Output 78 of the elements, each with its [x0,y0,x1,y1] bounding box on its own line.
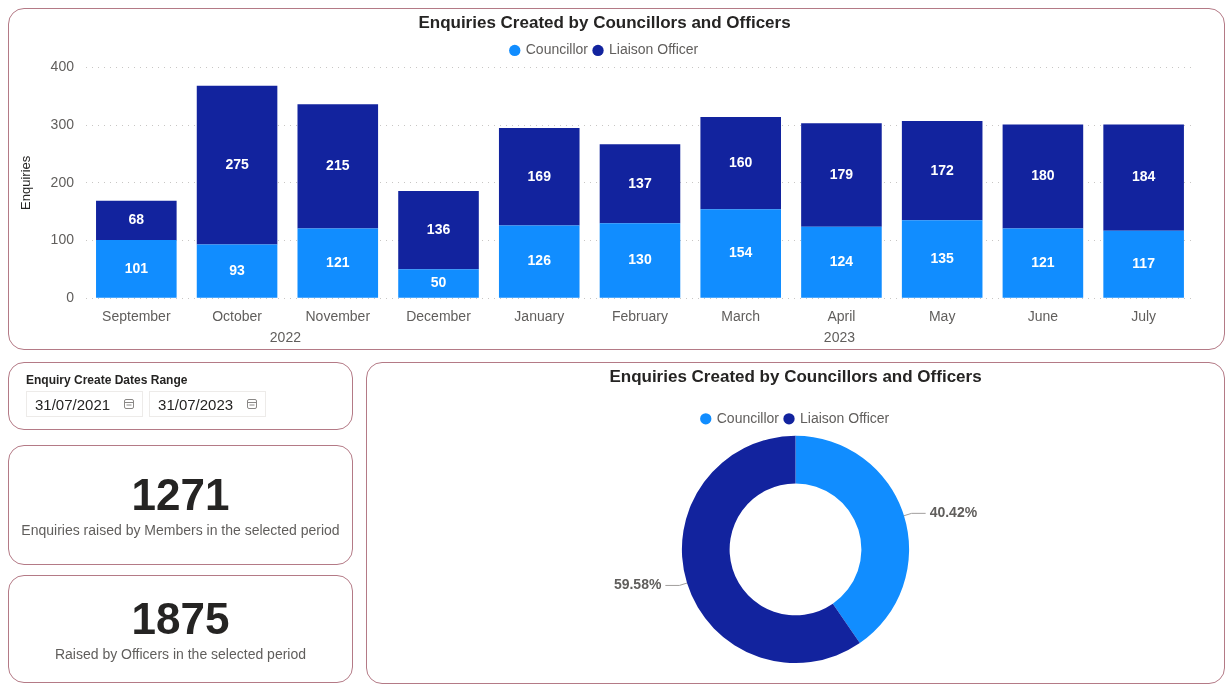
text: Enquiries raised by Members in the selected period [21,522,340,538]
bar [398,269,479,298]
bar [498,225,580,298]
bar [96,239,177,298]
data-label: 215 [326,157,350,174]
data-label: 59.58% [613,576,662,593]
chart-title: Enquiries Created by Councillors and Officers [418,12,791,32]
data-label: 136 [426,220,451,237]
x-tick-label: January [514,308,565,325]
bar [700,209,781,298]
text: Enquiry Create Dates Range [26,373,188,387]
chart-title: Enquiries Created by Councillors and Officers [609,366,982,386]
x-tick-label: February [611,308,668,325]
bar [801,123,882,227]
data-label: 121 [1031,253,1055,270]
x-tick-label: July [1131,308,1157,325]
legend-label: Councillor [525,41,589,58]
text: 31/07/2023 [158,395,234,413]
bar [96,200,177,240]
legend-label: Liaison Officer [609,41,699,58]
data-label: 130 [628,251,652,268]
data-label: 275 [225,156,249,173]
x-tick-label: December [406,308,472,325]
data-label: 137 [628,174,652,191]
data-label: 169 [527,167,552,184]
bar [196,85,278,245]
bar [1002,124,1084,229]
x-tick-label: March [721,308,761,325]
x-tick-label: October [212,308,263,325]
text: 2022 [269,328,302,345]
data-label: 121 [326,253,350,270]
data-label: 160 [729,154,753,171]
y-tick-label: 300 [50,115,75,132]
data-label: 93 [229,261,246,278]
y-tick-label: 400 [50,58,75,75]
text: 1271 [131,470,230,519]
data-label: 117 [1132,255,1156,272]
bar [901,220,983,298]
x-tick-label: September [102,308,171,325]
text: 31/07/2021 [35,395,111,413]
legend-label: Councillor [716,409,780,426]
data-label: 124 [829,253,854,270]
text: 2023 [823,328,856,345]
bar [297,104,379,229]
bar [398,190,479,270]
data-label: 126 [527,252,552,269]
y-tick-label: 100 [50,231,75,248]
bar [1103,230,1184,298]
data-label: 180 [1031,167,1055,184]
x-tick-label: May [928,308,956,325]
text: Raised by Officers in the selected period [54,646,307,662]
bar [196,244,278,298]
bar [1002,228,1084,298]
bar [297,228,379,298]
data-label: 50 [430,274,447,291]
data-label: 184 [1131,168,1156,185]
bar [700,117,781,210]
data-label: 101 [124,259,149,276]
bar [1103,124,1184,231]
y-tick-label: 0 [66,289,75,306]
bar [901,121,983,221]
y-tick-label: 200 [50,173,75,190]
bar [599,223,681,298]
bar [801,226,882,298]
data-label: 172 [930,161,955,178]
x-tick-label: November [305,308,371,325]
y-axis-title: Enquiries [18,155,34,210]
data-label: 68 [128,211,145,228]
x-tick-label: April [827,308,856,325]
x-tick-label: June [1027,308,1059,325]
text: 1875 [131,594,230,643]
data-label: 135 [930,249,955,266]
bar [498,127,580,226]
legend-label: Liaison Officer [800,409,890,426]
data-label: 179 [829,165,854,182]
data-label: 154 [729,244,753,261]
bar [599,144,681,224]
data-label: 40.42% [929,504,978,521]
